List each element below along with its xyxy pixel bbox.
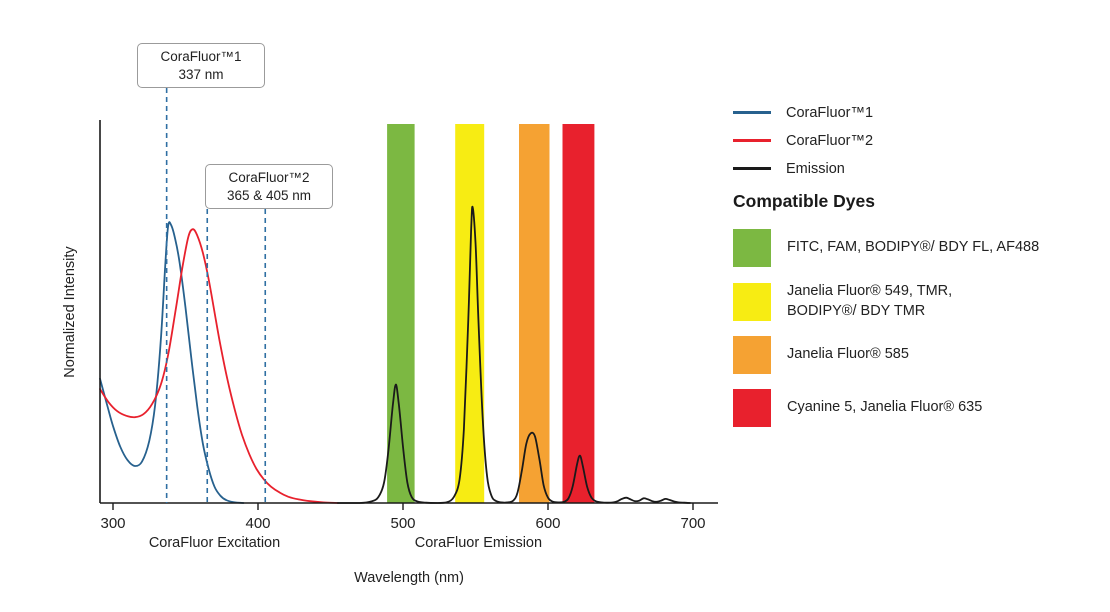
corafluor1-legend-label: CoraFluor™1 [786, 104, 874, 121]
green-filter-dyes-label: FITC, FAM, BODIPY®/ BDY FL, AF488 [787, 239, 1040, 256]
dye-item-green: FITC, FAM, BODIPY®/ BDY FL, AF488 [733, 229, 1105, 267]
corafluor2-line-swatch [733, 139, 771, 142]
callout-corafluor1-title: CoraFluor™1 [160, 49, 242, 64]
x-section-label-1: CoraFluor Excitation [149, 535, 280, 551]
legend-item-corafluor2: CoraFluor™2 [733, 132, 1105, 149]
callout-corafluor2: CoraFluor™2 365 & 405 nm [205, 164, 333, 210]
yellow-filter-swatch [733, 282, 771, 321]
corafluor1-line-swatch [733, 111, 771, 114]
red-filter-dyes-label: Cyanine 5, Janelia Fluor® 635 [787, 399, 983, 416]
x-section-label-2: CoraFluor Emission [415, 535, 542, 551]
orange-filter-dyes-label: Janelia Fluor® 585 [787, 346, 909, 363]
legend-item-emission: Emission [733, 160, 1105, 177]
x-tick-label: 400 [245, 515, 270, 532]
dye-item-red: Cyanine 5, Janelia Fluor® 635 [733, 389, 1105, 428]
legend: CoraFluor™1 CoraFluor™2 Emission Compati… [733, 104, 1105, 442]
emission-filter-band-4 [562, 124, 595, 503]
dye-item-orange: Janelia Fluor® 585 [733, 336, 1105, 375]
callout-corafluor2-wavelength: 365 & 405 nm [226, 187, 312, 203]
x-tick-label: 500 [390, 515, 415, 532]
emission-filter-band-1 [387, 124, 415, 503]
x-tick-label: 300 [100, 515, 125, 532]
callout-corafluor1-wavelength: 337 nm [178, 66, 224, 82]
y-axis-title: Normalized Intensity [62, 246, 78, 378]
callout-corafluor1: CoraFluor™1 337 nm [137, 43, 265, 89]
emission-line-swatch [733, 167, 771, 170]
x-tick-label: 700 [680, 515, 705, 532]
callout-corafluor2-title: CoraFluor™2 [228, 170, 310, 185]
x-axis-title: Wavelength (nm) [354, 570, 464, 586]
emission-legend-label: Emission [786, 160, 845, 177]
spectra-chart: 300 400 500 600 700 CoraFluor Excitation CoraF… [62, 88, 718, 586]
emission-filter-band-3 [519, 124, 550, 503]
yellow-filter-dyes-label: Janelia Fluor® 549, TMR, BODIPY®/ BDY TM… [787, 283, 953, 319]
corafluor2-legend-label: CoraFluor™2 [786, 132, 874, 149]
emission-filter-band-2 [455, 124, 485, 503]
dye-item-yellow: Janelia Fluor® 549, TMR, BODIPY®/ BDY TM… [733, 282, 1105, 321]
orange-filter-swatch [733, 336, 771, 375]
spectrum-curve-1 [99, 221, 245, 504]
x-tick-label: 600 [535, 515, 560, 532]
green-filter-swatch [733, 229, 771, 267]
red-filter-swatch [733, 389, 771, 428]
compatible-dyes-heading: Compatible Dyes [733, 191, 875, 211]
spectrum-curve-3 [336, 205, 691, 504]
spectrum-curve-2 [99, 228, 339, 504]
legend-item-corafluor1: CoraFluor™1 [733, 104, 1105, 121]
